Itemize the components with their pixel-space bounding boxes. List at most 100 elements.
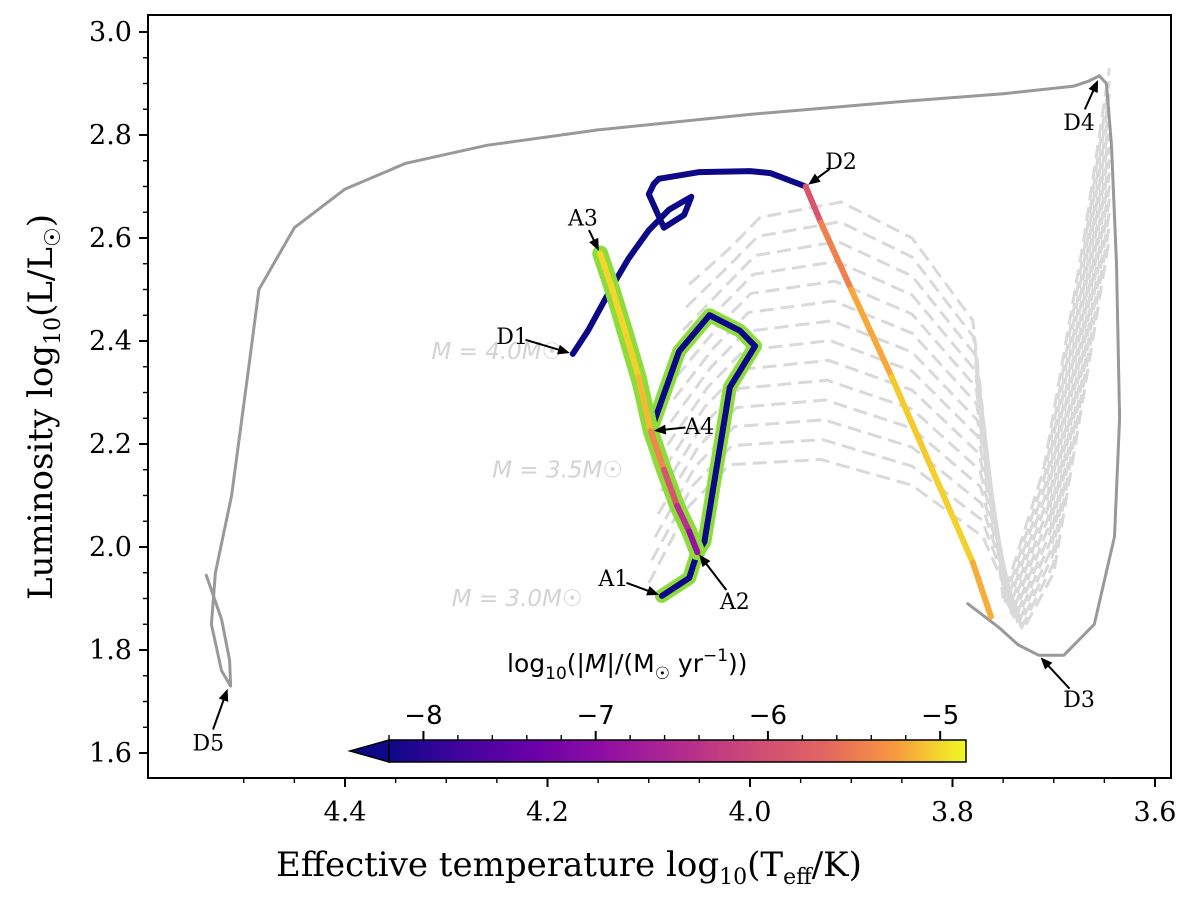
x-tick-label: 4.2	[526, 797, 569, 828]
grey-dashed-track	[681, 93, 1111, 604]
annotation-arrow-line	[1083, 88, 1095, 110]
y-tick-label: 2.0	[89, 532, 132, 563]
annotation-arrow-head	[557, 344, 570, 355]
annotation-D5: D5	[192, 688, 229, 757]
annotations: D1 D2 D3 D4 D5 A1 A2 A3 A4	[192, 80, 1099, 757]
y-axis-title-sub: 10	[41, 317, 66, 345]
x-axis-ticks: 4.4 4.2 4.0 3.8 3.6	[243, 778, 1177, 828]
colorbar: log10(|M|/(M☉ yr−1)) −8 −7 −6 −5	[347, 646, 967, 763]
D2-D3-path-segment	[848, 286, 895, 381]
x-axis-title-paren: (T	[747, 845, 783, 885]
D2-D3-path-segment	[888, 374, 936, 473]
annotation-D3: D3	[1040, 657, 1095, 713]
svg-text:Luminosity log10(L/L☉): Luminosity log10(L/L☉)	[21, 214, 66, 600]
annotation-A3: A3	[567, 206, 599, 251]
y-tick-label: 2.2	[89, 429, 132, 460]
annotation-label: A3	[567, 206, 598, 231]
x-axis-title: Effective temperature log10(Teff/K)	[276, 845, 862, 890]
annotation-arrow-head	[1088, 80, 1099, 94]
annotation-A4: A4	[653, 415, 714, 440]
grey-dashed-track	[675, 120, 1111, 609]
y-axis-title-prefix: Luminosity log	[21, 345, 61, 600]
y-tick-label: 3.0	[89, 17, 132, 48]
annotation-D4: D4	[1063, 80, 1099, 136]
A3-A4-A1-path-segment	[686, 528, 701, 556]
D2-D3-path-segment	[817, 219, 855, 293]
grey-dashed-track	[659, 185, 1111, 625]
D2-D3-path-segment	[929, 466, 976, 566]
annotation-label: A2	[719, 590, 750, 615]
mt-track-3	[647, 312, 759, 599]
x-axis-title-sub: 10	[719, 865, 747, 890]
D2-D3-path-segment	[802, 183, 824, 226]
y-tick-label: 2.4	[89, 326, 132, 357]
annotation-arrow-line	[525, 338, 561, 352]
grey-dashed-track	[666, 159, 1111, 621]
annotation-A2: A2	[699, 554, 750, 615]
y-axis-title-end: )	[21, 214, 61, 227]
x-axis-title-prefix: Effective temperature log	[276, 845, 719, 885]
mass-label: M = 3.5M☉	[492, 457, 623, 483]
annotation-A1: A1	[597, 567, 660, 596]
annotation-arrow-head	[808, 173, 821, 185]
y-tick-label: 2.8	[89, 120, 132, 151]
x-tick-label: 3.8	[931, 797, 974, 828]
series-layer	[204, 74, 1122, 688]
y-axis-ticks: 1.6 1.8 2.0 2.2 2.4 2.6 2.8 3.0	[89, 17, 148, 769]
A3-A4-A1-path-segment	[660, 466, 681, 509]
colorbar-title: log10(|M|/(M☉ yr−1))	[507, 646, 748, 684]
annotation-label: A1	[597, 567, 628, 592]
grey-dashed-track	[663, 172, 1111, 623]
A3-A4-A1-path-segment	[623, 332, 642, 381]
annotation-arrow-line	[588, 229, 596, 243]
annotation-arrow-head	[218, 688, 229, 702]
x-axis-title-sub2: eff	[783, 865, 813, 890]
colorbar-bar	[388, 739, 967, 763]
colorbar-tick-label: −5	[921, 701, 959, 731]
D2-D3-path-segment	[969, 559, 994, 620]
x-tick-label: 4.4	[324, 797, 367, 828]
annotation-label: A4	[683, 415, 714, 440]
mt-track-2	[655, 168, 809, 190]
A3-A4-A1-path-segment	[674, 502, 693, 535]
colorbar-tick-label: −6	[749, 701, 787, 731]
y-tick-label: 2.6	[89, 223, 132, 254]
A3-A4-A1-path-segment	[597, 250, 616, 293]
annotation-D1: D1	[496, 325, 570, 355]
grey-track	[204, 74, 1122, 688]
colorbar-ticks: −8 −7 −6 −5	[388, 701, 959, 740]
colorbar-tick-label: −8	[404, 701, 442, 731]
y-tick-label: 1.6	[89, 738, 132, 769]
grey-dashed-track	[678, 107, 1111, 607]
svg-text:Effective temperature log10(Te: Effective temperature log10(Teff/K)	[276, 845, 862, 890]
annotation-arrow-head	[646, 586, 660, 596]
A3-A4-A1-path-segment	[647, 428, 667, 473]
annotation-arrow-line	[663, 426, 686, 431]
A3-A4-A1-path-segment	[635, 374, 654, 435]
colorbar-tick-label: −7	[577, 701, 615, 731]
annotation-arrow-line	[626, 581, 651, 593]
annotation-arrow-line	[704, 561, 728, 591]
annotation-arrow-head	[1040, 657, 1053, 670]
y-axis-title-paren: (L/L	[21, 247, 61, 317]
grey-dashed-track	[688, 67, 1111, 599]
annotation-arrow-head	[699, 554, 711, 568]
mass-label: M = 3.0M☉	[452, 586, 583, 612]
x-tick-label: 3.6	[1134, 797, 1177, 828]
A3-A4-A1-path-segment	[609, 286, 630, 339]
annotation-label: D3	[1063, 688, 1095, 713]
mass-labels: M = 4.0M☉M = 3.5M☉M = 3.0M☉	[431, 339, 623, 612]
x-tick-label: 4.0	[729, 797, 772, 828]
annotation-label: D4	[1063, 111, 1095, 136]
annotation-label: D2	[825, 150, 857, 175]
annotation-arrow-line	[1046, 664, 1071, 690]
annotation-arrow-head	[653, 424, 667, 435]
y-tick-label: 1.8	[89, 635, 132, 666]
annotation-arrow-line	[212, 697, 226, 730]
grey-dashed-track	[669, 146, 1111, 619]
x-axis-title-end: /K)	[812, 845, 862, 885]
annotation-label: D1	[496, 325, 528, 350]
annotation-D2: D2	[808, 150, 857, 185]
annotation-arrow-line	[815, 168, 831, 180]
